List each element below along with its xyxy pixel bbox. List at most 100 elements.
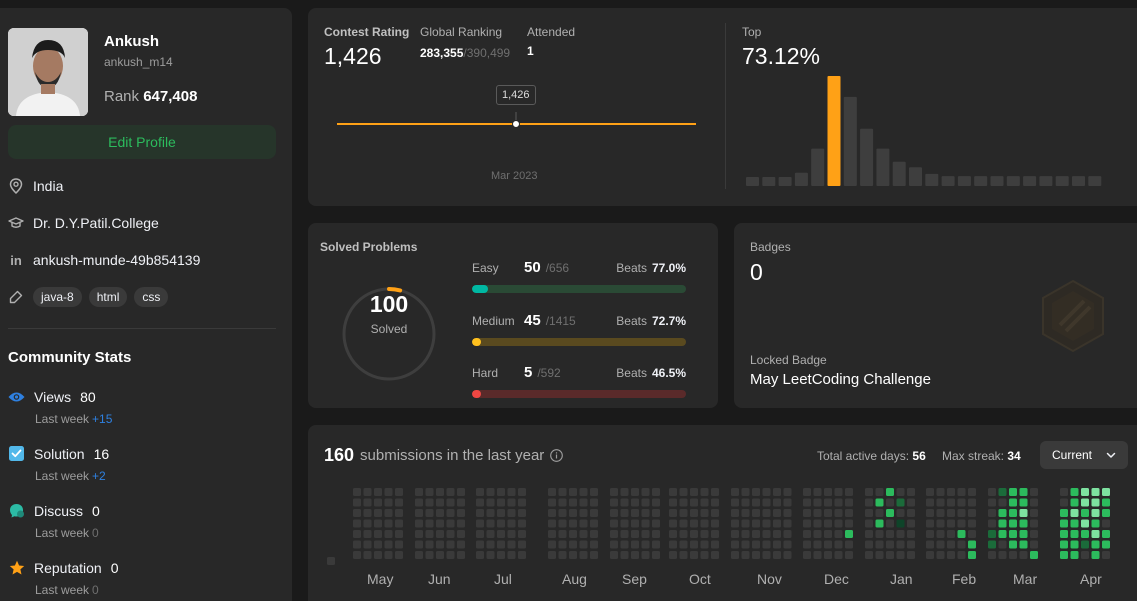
heatmap-cell[interactable] xyxy=(783,540,792,549)
heatmap-cell[interactable] xyxy=(1070,519,1079,528)
heatmap-cell[interactable] xyxy=(652,551,660,559)
heatmap-cell[interactable] xyxy=(436,551,444,559)
edit-profile-button[interactable]: Edit Profile xyxy=(8,125,276,159)
heatmap-cell[interactable] xyxy=(425,509,434,517)
heatmap-cell[interactable] xyxy=(875,519,884,528)
histogram-bar[interactable] xyxy=(1039,176,1053,186)
heatmap-cell[interactable] xyxy=(436,498,444,507)
heatmap-cell[interactable] xyxy=(579,488,588,496)
heatmap-cell[interactable] xyxy=(947,519,955,528)
heatmap-cell[interactable] xyxy=(384,551,393,559)
heatmap-cell[interactable] xyxy=(590,488,598,496)
heatmap-cell[interactable] xyxy=(569,530,577,538)
heatmap-cell[interactable] xyxy=(988,530,996,538)
histogram-bar[interactable] xyxy=(843,96,857,186)
heatmap-cell[interactable] xyxy=(631,519,639,528)
heatmap-cell[interactable] xyxy=(1102,519,1110,528)
heatmap-cell[interactable] xyxy=(824,498,832,507)
heatmap-cell[interactable] xyxy=(896,509,905,517)
heatmap-cell[interactable] xyxy=(762,540,771,549)
heatmap-cell[interactable] xyxy=(957,551,966,559)
heatmap-cell[interactable] xyxy=(1030,498,1038,507)
heatmap-cell[interactable] xyxy=(1060,519,1068,528)
heatmap-cell[interactable] xyxy=(631,530,639,538)
heatmap-cell[interactable] xyxy=(518,498,526,507)
heatmap-cell[interactable] xyxy=(813,540,822,549)
heatmap-cell[interactable] xyxy=(886,519,894,528)
heatmap-cell[interactable] xyxy=(773,509,781,517)
rating-point[interactable] xyxy=(512,120,520,128)
heatmap-cell[interactable] xyxy=(641,530,650,538)
heatmap-cell[interactable] xyxy=(1019,509,1028,517)
heatmap-cell[interactable] xyxy=(731,540,739,549)
heatmap-cell[interactable] xyxy=(446,519,455,528)
heatmap-cell[interactable] xyxy=(590,540,598,549)
heatmap-cell[interactable] xyxy=(669,509,677,517)
heatmap-cell[interactable] xyxy=(762,488,771,496)
heatmap-cell[interactable] xyxy=(590,530,598,538)
heatmap-cell[interactable] xyxy=(363,519,372,528)
heatmap-cell[interactable] xyxy=(803,498,811,507)
heatmap-cell[interactable] xyxy=(518,509,526,517)
heatmap-cell[interactable] xyxy=(1070,509,1079,517)
heatmap-cell[interactable] xyxy=(620,498,629,507)
heatmap-cell[interactable] xyxy=(415,488,423,496)
heatmap-cell[interactable] xyxy=(875,530,884,538)
heatmap-cell[interactable] xyxy=(700,540,709,549)
heatmap-cell[interactable] xyxy=(957,509,966,517)
heatmap-cell[interactable] xyxy=(834,519,843,528)
heatmap-cell[interactable] xyxy=(610,540,618,549)
heatmap-cell[interactable] xyxy=(988,509,996,517)
heatmap-cell[interactable] xyxy=(907,530,915,538)
heatmap-cell[interactable] xyxy=(834,551,843,559)
heatmap-cell[interactable] xyxy=(569,488,577,496)
histogram-bar[interactable] xyxy=(1055,176,1069,186)
heatmap-cell[interactable] xyxy=(590,551,598,559)
heatmap-cell[interactable] xyxy=(652,488,660,496)
heatmap-cell[interactable] xyxy=(476,540,484,549)
heatmap-cell[interactable] xyxy=(569,509,577,517)
heatmap-cell[interactable] xyxy=(926,519,934,528)
heatmap-cell[interactable] xyxy=(1091,519,1100,528)
heatmap-cell[interactable] xyxy=(507,551,516,559)
heatmap-cell[interactable] xyxy=(834,509,843,517)
heatmap-cell[interactable] xyxy=(968,498,976,507)
heatmap-cell[interactable] xyxy=(947,551,955,559)
heatmap-cell[interactable] xyxy=(669,498,677,507)
heatmap-cell[interactable] xyxy=(363,488,372,496)
heatmap-cell[interactable] xyxy=(1091,488,1100,496)
heatmap-cell[interactable] xyxy=(395,498,403,507)
heatmap-cell[interactable] xyxy=(752,551,760,559)
heatmap-cell[interactable] xyxy=(569,551,577,559)
heatmap-cell[interactable] xyxy=(845,540,853,549)
heatmap-cell[interactable] xyxy=(762,519,771,528)
heatmap-cell[interactable] xyxy=(1102,488,1110,496)
heatmap-cell[interactable] xyxy=(548,488,556,496)
heatmap-cell[interactable] xyxy=(988,488,996,496)
heatmap-cell[interactable] xyxy=(762,498,771,507)
heatmap-cell[interactable] xyxy=(620,530,629,538)
heatmap-cell[interactable] xyxy=(741,509,750,517)
heatmap-cell[interactable] xyxy=(548,551,556,559)
histogram-bar[interactable] xyxy=(892,161,906,186)
heatmap-cell[interactable] xyxy=(1081,519,1089,528)
heatmap-cell[interactable] xyxy=(590,519,598,528)
heatmap-cell[interactable] xyxy=(936,519,945,528)
histogram-bar[interactable] xyxy=(990,176,1004,186)
heatmap-cell[interactable] xyxy=(669,551,677,559)
heatmap-cell[interactable] xyxy=(425,540,434,549)
heatmap-cell[interactable] xyxy=(957,498,966,507)
heatmap-cell[interactable] xyxy=(486,498,495,507)
heatmap-cell[interactable] xyxy=(813,530,822,538)
heatmap-cell[interactable] xyxy=(1009,519,1017,528)
heatmap-cell[interactable] xyxy=(363,530,372,538)
heatmap-cell[interactable] xyxy=(353,530,361,538)
heatmap-cell[interactable] xyxy=(1009,540,1017,549)
heatmap-cell[interactable] xyxy=(783,509,792,517)
heatmap-cell[interactable] xyxy=(415,498,423,507)
heatmap-cell[interactable] xyxy=(731,509,739,517)
heatmap-cell[interactable] xyxy=(865,551,873,559)
heatmap-cell[interactable] xyxy=(425,488,434,496)
heatmap-cell[interactable] xyxy=(476,519,484,528)
linkedin-row[interactable]: in ankush-munde-49b854139 xyxy=(8,252,200,268)
